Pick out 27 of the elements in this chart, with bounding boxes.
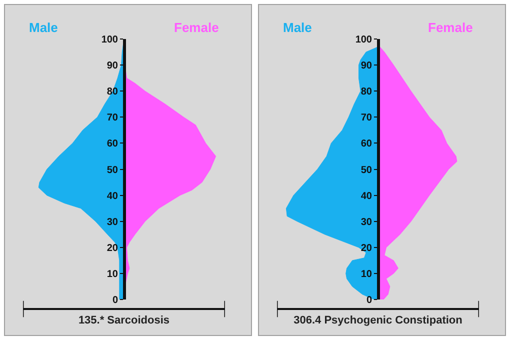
y-tick-label: 40 [106,190,118,202]
text: Female [428,20,473,35]
y-tick-label: 60 [106,138,118,150]
y-tick-label: 20 [360,242,372,254]
y-tick-label: 70 [360,112,372,124]
text: Male [29,20,58,35]
y-tick-label: 30 [360,216,372,228]
y-tick-label: 10 [360,269,372,280]
y-tick-label: 90 [106,60,118,72]
text: Female [174,20,219,35]
y-tick-label: 50 [360,164,372,176]
y-tick-label: 100 [355,34,372,46]
y-tick-label: 100 [101,34,118,46]
y-tick-label: 40 [360,190,372,202]
x-axis-title: 306.4 Psychogenic Constipation [294,314,463,327]
y-tick-label: 10 [106,269,118,280]
y-tick-label: 90 [360,60,372,72]
y-tick-label: 30 [106,216,118,228]
y-tick-label: 20 [106,242,118,254]
y-tick-label: 50 [106,164,118,176]
y-tick-label: 80 [360,86,372,98]
text: Male [283,20,312,35]
y-tick-label: 70 [106,112,118,124]
y-tick-label: 0 [112,295,118,306]
y-tick-label: 0 [366,295,372,306]
x-axis-title: 135.* Sarcoidosis [78,314,170,327]
y-tick-label: 60 [360,138,372,150]
